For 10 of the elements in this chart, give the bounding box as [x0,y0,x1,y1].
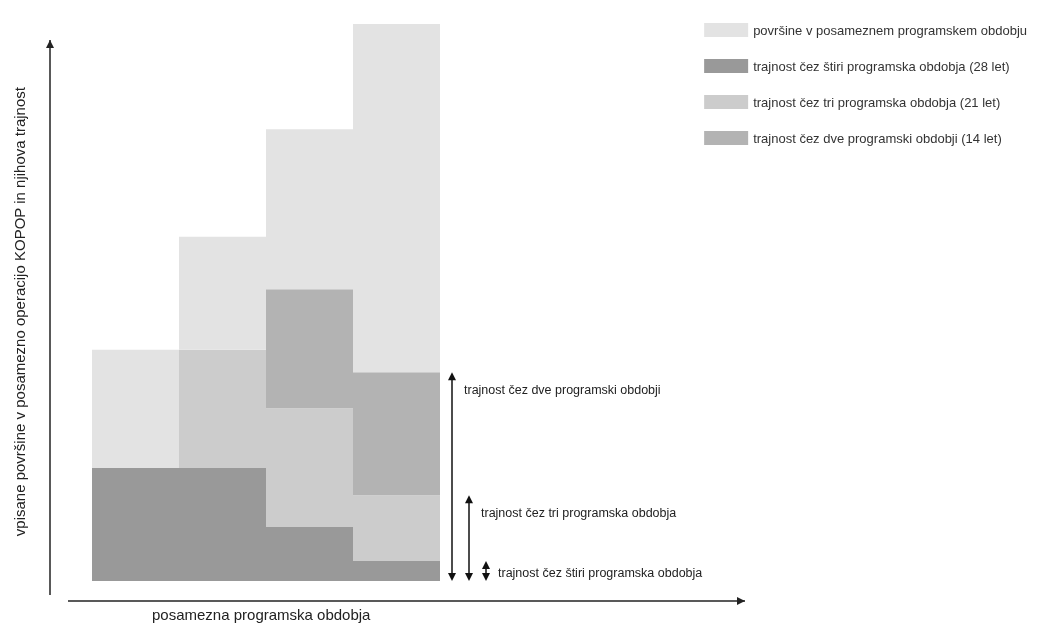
bar [92,349,179,468]
text: trajnost čez dve programski obdobji [464,383,661,398]
legend-label: trajnost čez tri programska obdobja (21 let) [753,94,1001,110]
legend-label: površine v posameznem programskem obdobju [753,22,1027,38]
legend-label: trajnost čez štiri programska obdobja (28 let) [753,58,1010,74]
x-axis-title: posamezna programska obdobja [152,606,372,623]
legend-label: trajnost čez dve programski obdobji (14 let) [753,130,1002,146]
y-axis-title: vpisane površine v posamezno operacijo KOPOP in njihova trajnost [11,86,28,537]
text: trajnost čez štiri programska obdobja [498,566,703,580]
text: trajnost čez tri programska obdobja [481,506,677,521]
